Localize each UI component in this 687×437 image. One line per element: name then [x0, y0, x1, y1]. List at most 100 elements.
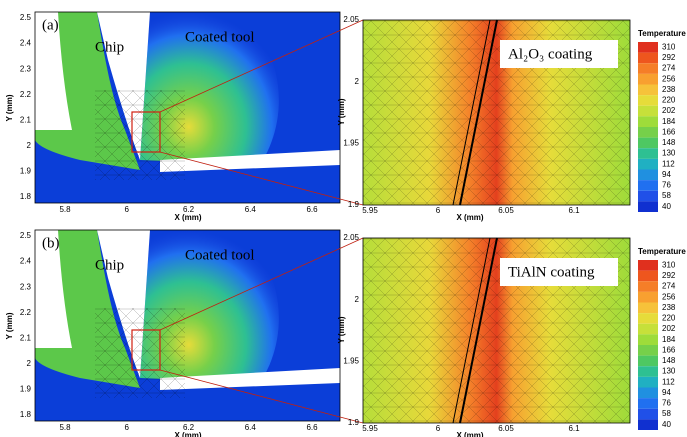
y-tick-label: 1.95	[343, 356, 359, 365]
y-tick-label: 1.95	[343, 138, 359, 147]
y-tick-label: 2.5	[20, 13, 32, 22]
legend-label: 256	[662, 74, 676, 83]
y-tick-label: 1.9	[348, 200, 360, 209]
y-tick-label: 2.1	[20, 115, 32, 124]
x-tick-label: 5.95	[362, 206, 378, 215]
y-tick-label: 1.9	[20, 167, 32, 176]
legend-label: 94	[662, 170, 671, 179]
y-tick-label: 2.3	[20, 282, 32, 291]
legend-label: 40	[662, 420, 671, 429]
legend-label: 58	[662, 191, 671, 200]
x-tick-label: 6.1	[568, 424, 580, 433]
legend-swatch	[638, 398, 658, 409]
legend-label: 130	[662, 149, 676, 158]
legend-label: 76	[662, 399, 671, 408]
legend-label: 220	[662, 96, 676, 105]
y-tick-label: 2	[355, 295, 360, 304]
legend-label: 184	[662, 117, 676, 126]
x-tick-label: 6	[436, 424, 441, 433]
legend-label: 112	[662, 377, 675, 386]
legend-swatch	[638, 95, 658, 106]
legend-swatch	[638, 324, 658, 335]
legend-label: 256	[662, 292, 676, 301]
y-tick-label: 2.05	[343, 233, 359, 242]
x-tick-label: 5.8	[59, 423, 71, 432]
legend-swatch	[638, 170, 658, 181]
y-tick-label: 2.4	[20, 257, 32, 266]
legend-swatch	[638, 377, 658, 388]
legend-label: 76	[662, 181, 671, 190]
legend-swatch	[638, 334, 658, 345]
legend-swatch	[638, 201, 658, 212]
legend-label: 202	[662, 324, 676, 333]
legend-label: 184	[662, 335, 676, 344]
legend-label: 292	[662, 271, 676, 280]
y-tick-label: 2.5	[20, 231, 32, 240]
legend-swatch	[638, 159, 658, 170]
legend-label: 310	[662, 42, 676, 51]
legend-label: 292	[662, 53, 676, 62]
legend-swatch	[638, 271, 658, 282]
x-axis-label: X (mm)	[174, 431, 201, 437]
legend-swatch	[638, 366, 658, 377]
legend-label: 238	[662, 85, 676, 94]
legend-label: 94	[662, 388, 671, 397]
legend-label: 148	[662, 356, 676, 365]
tool-label: Coated tool	[185, 29, 255, 45]
legend-swatch	[638, 345, 658, 356]
legend-swatch	[638, 148, 658, 159]
legend-label: 202	[662, 106, 676, 115]
x-axis-label: X (mm)	[456, 431, 483, 437]
legend-label: 166	[662, 127, 676, 136]
y-tick-label: 2.3	[20, 64, 32, 73]
legend-label: 40	[662, 202, 671, 211]
legend-title: Temperature	[638, 29, 686, 38]
legend-swatch	[638, 53, 658, 64]
mesh	[95, 308, 185, 398]
legend-swatch	[638, 388, 658, 399]
y-tick-label: 2.4	[20, 39, 32, 48]
y-tick-label: 1.9	[20, 385, 32, 394]
legend-swatch	[638, 85, 658, 96]
x-tick-label: 6.1	[568, 206, 580, 215]
y-axis-label: Y (mm)	[337, 316, 346, 343]
x-tick-label: 6	[125, 205, 130, 214]
legend-swatch	[638, 127, 658, 138]
legend-swatch	[638, 63, 658, 74]
y-tick-label: 1.8	[20, 192, 32, 201]
mesh	[95, 90, 185, 180]
legend-swatch	[638, 191, 658, 202]
legend-swatch	[638, 138, 658, 149]
legend-label: 58	[662, 409, 671, 418]
x-tick-label: 6.4	[245, 423, 257, 432]
legend-label: 274	[662, 64, 676, 73]
legend-label: 130	[662, 367, 676, 376]
legend-label: 166	[662, 345, 676, 354]
x-tick-label: 6.4	[245, 205, 257, 214]
x-tick-label: 6.05	[498, 206, 514, 215]
y-axis-label: Y (mm)	[337, 98, 346, 125]
legend-label: 112	[662, 159, 675, 168]
legend-swatch	[638, 260, 658, 271]
legend-swatch	[638, 42, 658, 53]
x-axis-label: X (mm)	[174, 213, 201, 222]
legend-swatch	[638, 116, 658, 127]
y-tick-label: 2.2	[20, 308, 32, 317]
x-tick-label: 6.6	[306, 205, 318, 214]
legend-swatch	[638, 356, 658, 367]
legend-swatch	[638, 281, 658, 292]
legend-swatch	[638, 74, 658, 85]
legend-title: Temperature	[638, 247, 686, 256]
legend-swatch	[638, 303, 658, 314]
y-axis-label: Y (mm)	[5, 312, 14, 339]
x-tick-label: 6.6	[306, 423, 318, 432]
figure: (a)ChipCoated tool5.866.26.46.62.52.42.3…	[0, 0, 687, 437]
x-tick-label: 6	[125, 423, 130, 432]
x-tick-label: 5.8	[59, 205, 71, 214]
x-tick-label: 5.95	[362, 424, 378, 433]
coating-label: Al₂O₃ coating	[508, 46, 593, 62]
legend-swatch	[638, 419, 658, 430]
legend-swatch	[638, 313, 658, 324]
y-tick-label: 1.8	[20, 410, 32, 419]
